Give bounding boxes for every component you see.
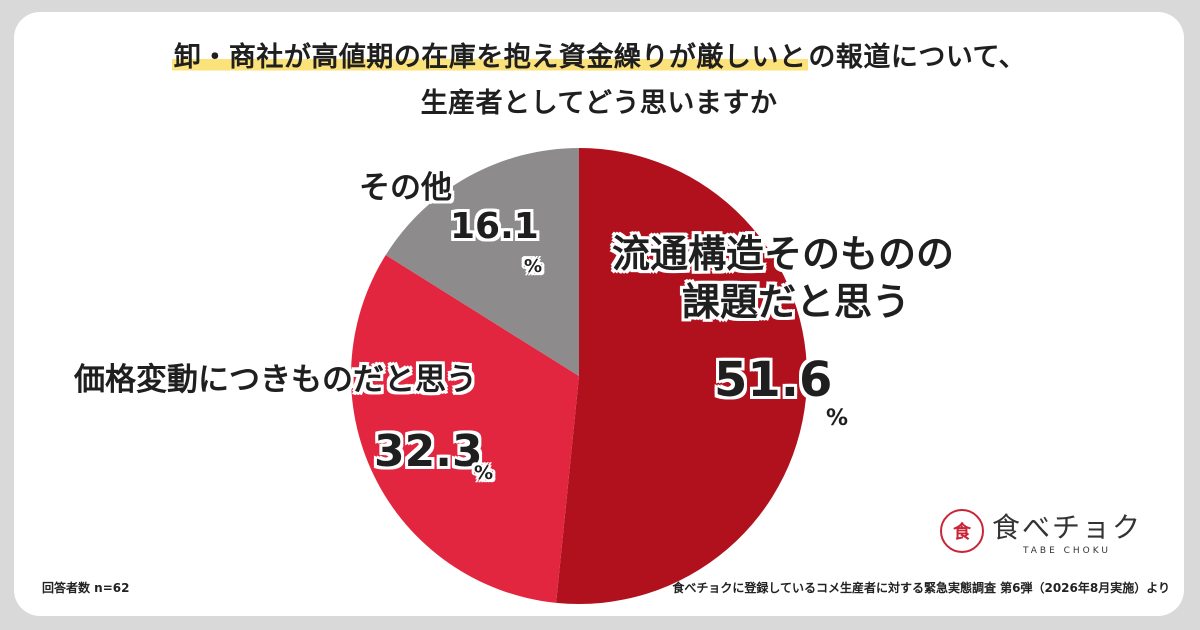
brand-logo: 食 食べチョク TABE CHOKU bbox=[939, 506, 1142, 556]
logo-icon: 食 bbox=[939, 509, 984, 553]
card: 卸・商社が高値期の在庫を抱え資金繰りが厳しいとの報道について、 生産者としてどう… bbox=[14, 12, 1184, 616]
pie-slice-other bbox=[385, 148, 579, 376]
title-highlight: 卸・商社が高値期の在庫を抱え資金繰りが厳しいと bbox=[171, 42, 809, 73]
slice-label-structure-line1: 流通構造そのものの bbox=[612, 232, 955, 276]
logo-subtitle: TABE CHOKU bbox=[1022, 546, 1112, 556]
title-line-1: 卸・商社が高値期の在庫を抱え資金繰りが厳しいとの報道について、 bbox=[14, 38, 1184, 78]
title-rest: の報道について、 bbox=[808, 42, 1027, 73]
slice-value-structure: 51.6 bbox=[714, 352, 833, 408]
title-line-2: 生産者としてどう思いますか bbox=[420, 88, 778, 119]
respondent-count: 回答者数 n=62 bbox=[42, 581, 130, 595]
pie-slice-volatility bbox=[351, 255, 579, 603]
slice-value-volatility: 32.3 bbox=[374, 426, 483, 477]
slice-percent-volatility: % bbox=[474, 462, 494, 484]
slice-percent-other: % bbox=[524, 256, 543, 277]
slice-label-volatility: 価格変動につきものだと思う bbox=[74, 362, 477, 398]
slice-value-other: 16.1 bbox=[450, 206, 539, 247]
slice-label-structure-line2: 課題だと思う bbox=[682, 280, 911, 324]
slice-label-structure: 流通構造そのものの 課題だと思う bbox=[612, 230, 954, 326]
pie-chart bbox=[351, 148, 808, 605]
pie-slice-structure bbox=[556, 148, 808, 605]
slice-percent-structure: % bbox=[826, 406, 849, 431]
source-note: 食べチョクに登録しているコメ生産者に対する緊急実態調査 第6弾（2026年8月実… bbox=[672, 581, 1170, 595]
logo-name: 食べチョク bbox=[991, 511, 1142, 544]
slice-label-other: その他 bbox=[359, 170, 452, 206]
